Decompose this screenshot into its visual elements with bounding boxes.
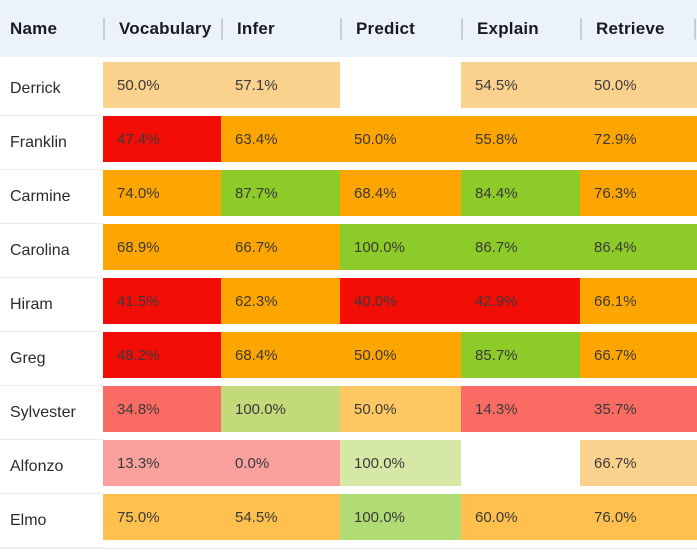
student-name-cell: Franklin	[0, 116, 103, 170]
score-cell-retrieve: 50.0%	[580, 62, 697, 108]
score-cell-infer: 68.4%	[221, 332, 340, 378]
student-name-cell: Hiram	[0, 278, 103, 332]
score-cell-explain: 54.5%	[461, 62, 580, 108]
table-row: Carolina 68.9% 66.7% 100.0% 86.7% 86.4%	[0, 224, 697, 278]
table-row: Sylvester 34.8% 100.0% 50.0% 14.3% 35.7%	[0, 386, 697, 440]
score-cell-predict: 50.0%	[340, 386, 461, 432]
column-header-label: Vocabulary	[119, 18, 212, 38]
column-divider	[340, 18, 342, 39]
column-header-predict[interactable]: Predict	[340, 0, 461, 57]
column-header-name[interactable]: Name	[0, 0, 103, 57]
score-cell-explain: 42.9%	[461, 278, 580, 324]
score-cell-explain: 86.7%	[461, 224, 580, 270]
student-name-cell: Greg	[0, 332, 103, 386]
table-bottom-divider	[0, 548, 697, 549]
column-divider	[221, 18, 223, 39]
column-divider	[694, 18, 696, 39]
student-name-cell: Sylvester	[0, 386, 103, 440]
score-cell-predict: 50.0%	[340, 116, 461, 162]
column-header-infer[interactable]: Infer	[221, 0, 340, 57]
table-row: Elmo 75.0% 54.5% 100.0% 60.0% 76.0%	[0, 494, 697, 548]
column-header-label: Retrieve	[596, 18, 665, 38]
score-cell-predict: 100.0%	[340, 224, 461, 270]
score-cell-vocabulary: 47.4%	[103, 116, 221, 162]
score-cell-infer: 57.1%	[221, 62, 340, 108]
score-cell-retrieve: 35.7%	[580, 386, 697, 432]
score-cell-predict: 100.0%	[340, 440, 461, 486]
score-cell-infer: 62.3%	[221, 278, 340, 324]
column-header-label: Name	[10, 18, 58, 38]
score-cell-retrieve: 66.7%	[580, 440, 697, 486]
score-cell-infer: 63.4%	[221, 116, 340, 162]
score-cell-infer: 100.0%	[221, 386, 340, 432]
table-row: Derrick 50.0% 57.1% 54.5% 50.0%	[0, 62, 697, 116]
student-name-cell: Derrick	[0, 62, 103, 116]
score-cell-infer: 54.5%	[221, 494, 340, 540]
student-name-cell: Carmine	[0, 170, 103, 224]
score-cell-retrieve: 66.1%	[580, 278, 697, 324]
table-row: Hiram 41.5% 62.3% 40.0% 42.9% 66.1%	[0, 278, 697, 332]
score-cell-predict: 50.0%	[340, 332, 461, 378]
score-cell-retrieve: 76.3%	[580, 170, 697, 216]
score-cell-retrieve: 72.9%	[580, 116, 697, 162]
column-header-label: Predict	[356, 18, 416, 38]
column-divider	[461, 18, 463, 39]
column-header-label: Infer	[237, 18, 275, 38]
table-header-row: Name Vocabulary Infer Predict Explain Re…	[0, 0, 697, 57]
score-cell-infer: 66.7%	[221, 224, 340, 270]
score-cell-predict: 100.0%	[340, 494, 461, 540]
score-cell-infer: 0.0%	[221, 440, 340, 486]
score-cell-retrieve: 66.7%	[580, 332, 697, 378]
column-header-vocabulary[interactable]: Vocabulary	[103, 0, 221, 57]
student-name-cell: Elmo	[0, 494, 103, 548]
score-cell-vocabulary: 41.5%	[103, 278, 221, 324]
column-header-label: Explain	[477, 18, 539, 38]
table-row: Alfonzo 13.3% 0.0% 100.0% 66.7%	[0, 440, 697, 494]
score-cell-vocabulary: 50.0%	[103, 62, 221, 108]
score-cell-explain	[461, 440, 580, 486]
score-cell-explain: 14.3%	[461, 386, 580, 432]
student-name-cell: Carolina	[0, 224, 103, 278]
score-cell-vocabulary: 34.8%	[103, 386, 221, 432]
score-cell-vocabulary: 48.2%	[103, 332, 221, 378]
score-cell-explain: 60.0%	[461, 494, 580, 540]
score-cell-vocabulary: 68.9%	[103, 224, 221, 270]
score-cell-retrieve: 86.4%	[580, 224, 697, 270]
table-row: Greg 48.2% 68.4% 50.0% 85.7% 66.7%	[0, 332, 697, 386]
column-header-retrieve[interactable]: Retrieve	[580, 0, 697, 57]
student-name-cell: Alfonzo	[0, 440, 103, 494]
table-row: Franklin 47.4% 63.4% 50.0% 55.8% 72.9%	[0, 116, 697, 170]
score-cell-predict: 68.4%	[340, 170, 461, 216]
score-cell-infer: 87.7%	[221, 170, 340, 216]
score-cell-retrieve: 76.0%	[580, 494, 697, 540]
table-body: Derrick 50.0% 57.1% 54.5% 50.0% Franklin…	[0, 62, 697, 548]
column-header-explain[interactable]: Explain	[461, 0, 580, 57]
score-cell-vocabulary: 74.0%	[103, 170, 221, 216]
table-row: Carmine 74.0% 87.7% 68.4% 84.4% 76.3%	[0, 170, 697, 224]
score-cell-predict: 40.0%	[340, 278, 461, 324]
column-divider	[103, 18, 105, 39]
score-cell-explain: 55.8%	[461, 116, 580, 162]
column-divider	[580, 18, 582, 39]
score-cell-explain: 85.7%	[461, 332, 580, 378]
score-cell-predict	[340, 62, 461, 108]
score-cell-vocabulary: 13.3%	[103, 440, 221, 486]
score-cell-vocabulary: 75.0%	[103, 494, 221, 540]
score-cell-explain: 84.4%	[461, 170, 580, 216]
